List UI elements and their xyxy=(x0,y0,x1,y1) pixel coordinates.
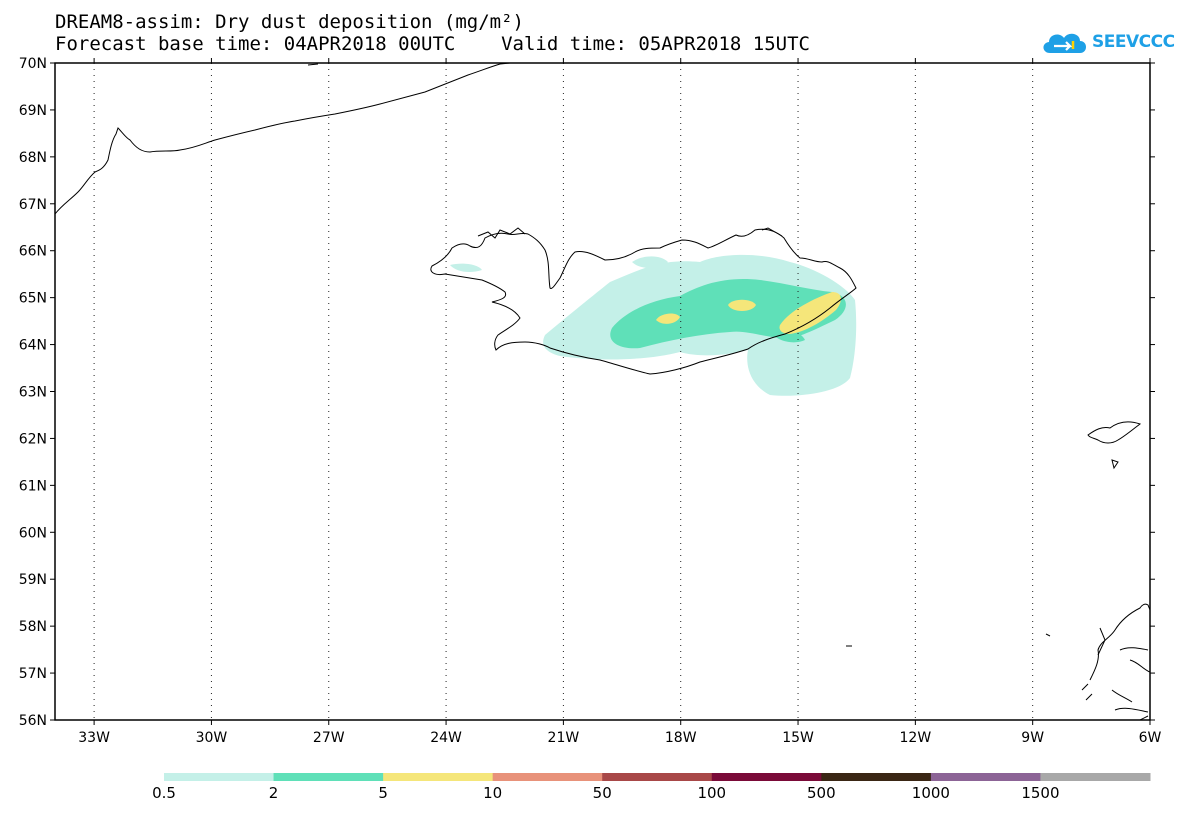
lat-label: 61N xyxy=(19,478,47,494)
lat-label: 62N xyxy=(19,431,47,447)
lat-label: 69N xyxy=(19,103,47,119)
colorbar-label: 2 xyxy=(268,784,279,802)
colorbar-swatch xyxy=(930,773,1041,781)
colorbar-swatch xyxy=(164,773,275,781)
colorbar-label: 10 xyxy=(483,784,503,802)
axis-ticks xyxy=(50,58,1155,725)
colorbar-label: 50 xyxy=(592,784,612,802)
logo-text: SEEVCCC xyxy=(1092,32,1175,52)
colorbar-swatch xyxy=(1040,773,1151,781)
colorbar-swatch xyxy=(383,773,494,781)
colorbar-swatch xyxy=(273,773,384,781)
lon-label: 6W xyxy=(1139,730,1162,746)
map-title: DREAM8-assim: Dry dust deposition (mg/m²… xyxy=(55,11,524,33)
colorbar-label: 100 xyxy=(697,784,727,802)
colorbar-label: 500 xyxy=(807,784,836,802)
greenland-coastline xyxy=(54,62,511,215)
plot-area: 56N 57N 58N 59N 60N 61N 62N 63N 64N 65N 66N 67N 68N 6… xyxy=(19,56,1162,746)
lat-label: 64N xyxy=(19,338,47,354)
iceland-coastline-detail xyxy=(761,227,783,237)
faroe-islands-coastline xyxy=(1111,459,1119,470)
lat-label: 60N xyxy=(19,525,47,541)
map-subtitle: Forecast base time: 04APR2018 00UTC Vali… xyxy=(55,33,810,55)
axis-labels: 56N 57N 58N 59N 60N 61N 62N 63N 64N 65N 66N 67N 68N 6… xyxy=(19,56,1162,746)
colorbar xyxy=(164,773,1151,781)
coastlines xyxy=(54,62,1151,721)
lon-label: 30W xyxy=(196,730,228,746)
lat-label: 68N xyxy=(19,150,47,166)
dust-area-light xyxy=(632,256,668,268)
colorbar-label: 1500 xyxy=(1021,784,1060,802)
lat-label: 63N xyxy=(19,385,47,401)
lat-label: 56N xyxy=(19,713,47,729)
lon-label: 27W xyxy=(313,730,345,746)
plot-frame xyxy=(55,63,1150,720)
dust-deposition-shading xyxy=(450,254,857,396)
colorbar-label: 0.5 xyxy=(152,784,176,802)
lon-label: 12W xyxy=(900,730,932,746)
scotland-coastline xyxy=(1089,603,1151,681)
colorbar-swatch xyxy=(711,773,822,781)
lon-label: 21W xyxy=(548,730,580,746)
lat-label: 67N xyxy=(19,197,47,213)
dust-area-high xyxy=(779,292,841,334)
lon-label: 15W xyxy=(782,730,814,746)
colorbar-swatch xyxy=(602,773,713,781)
lon-label: 9W xyxy=(1021,730,1044,746)
lon-label: 24W xyxy=(430,730,462,746)
lat-label: 59N xyxy=(19,572,47,588)
colorbar-label: 1000 xyxy=(911,784,950,802)
iceland-coastline-detail xyxy=(477,227,526,239)
dust-area-high xyxy=(656,313,680,324)
seevccc-logo: SEEVCCC xyxy=(1040,28,1175,56)
faroe-islands-coastline xyxy=(1087,421,1142,444)
hebrides-coastline xyxy=(1081,627,1106,701)
scotland-coastline xyxy=(1111,647,1151,721)
dust-area-high xyxy=(728,299,756,311)
iceland-coastline xyxy=(430,228,857,375)
lat-label: 66N xyxy=(19,244,47,260)
colorbar-swatch xyxy=(821,773,932,781)
lat-label: 70N xyxy=(19,56,47,72)
lat-label: 57N xyxy=(19,666,47,682)
colorbar-label: 5 xyxy=(378,784,388,802)
small-island xyxy=(1045,633,1051,637)
lat-label: 65N xyxy=(19,291,47,307)
lon-label: 33W xyxy=(78,730,110,746)
greenland-coastline-small xyxy=(307,63,319,66)
cloud-icon xyxy=(1043,33,1086,53)
lat-label: 58N xyxy=(19,619,47,635)
dust-area-medium xyxy=(770,328,805,343)
lon-label: 18W xyxy=(665,730,697,746)
colorbar-swatch xyxy=(492,773,603,781)
dust-area-light xyxy=(450,263,482,273)
